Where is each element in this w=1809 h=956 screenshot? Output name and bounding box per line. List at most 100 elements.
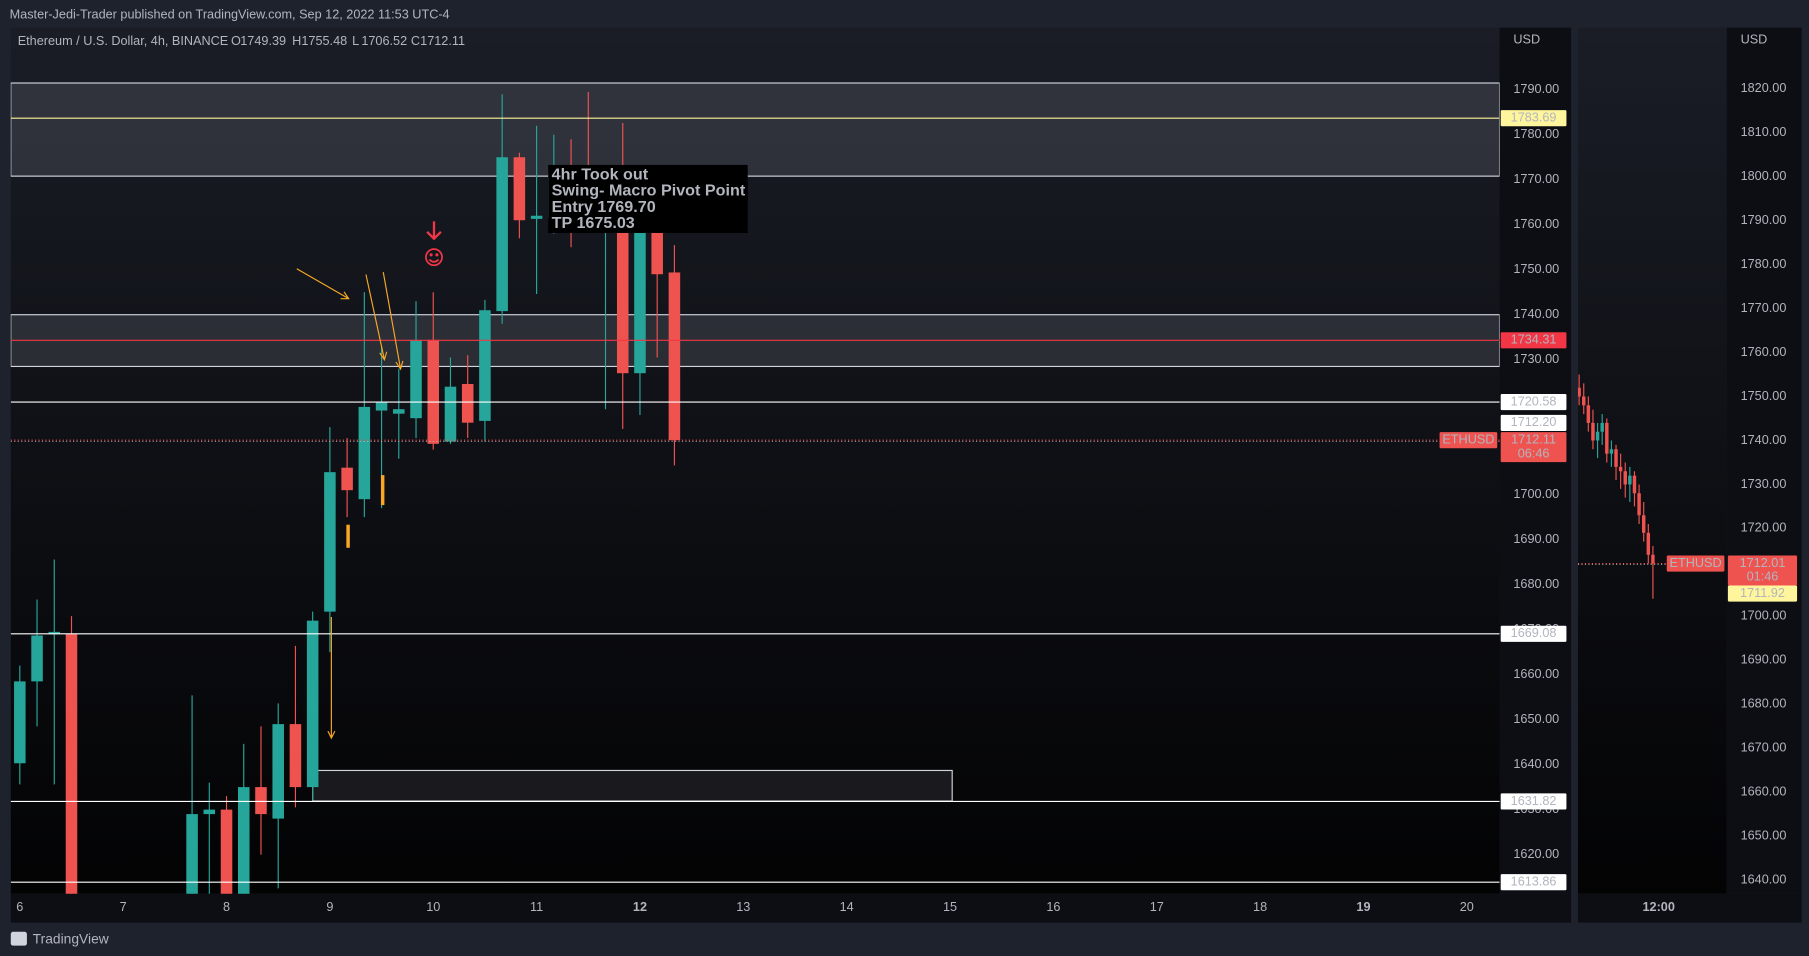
candle-body <box>186 814 198 894</box>
level-label-box <box>1727 585 1798 602</box>
x-tick-label: 8 <box>223 900 230 914</box>
countdown-label: 06:46 <box>1518 446 1550 460</box>
y-tick-label: 1740.00 <box>1513 307 1559 321</box>
countdown-label: 01:46 <box>1747 570 1779 584</box>
candle-body <box>14 681 26 764</box>
level-label-box <box>1500 110 1567 127</box>
y-tick-label: 1760.00 <box>1513 217 1559 231</box>
candle-body <box>48 631 61 635</box>
level-label-box <box>1500 874 1567 891</box>
level-label: 1613.86 <box>1511 875 1557 889</box>
candle-body <box>1623 471 1627 485</box>
candle-body <box>255 787 267 815</box>
candle-body <box>237 787 250 894</box>
x-tick-label: 7 <box>120 900 127 914</box>
y-tick-label: 1750.00 <box>1741 389 1787 403</box>
red-arrow <box>426 221 442 241</box>
candle-body <box>289 724 302 788</box>
x-tick-label: 10 <box>426 900 440 914</box>
side-pane <box>1577 27 1727 894</box>
annotation-line: Swing- Macro Pivot Point <box>552 182 746 200</box>
y-tick-label: 1700.00 <box>1513 487 1559 501</box>
level-label-box <box>1500 793 1567 810</box>
candle-body <box>203 809 216 815</box>
candle-body <box>410 339 422 419</box>
main-plot <box>10 82 1500 894</box>
y-tick-label: 1770.00 <box>1741 301 1787 315</box>
candle-body <box>1641 515 1646 533</box>
drawn-arrows <box>296 268 404 740</box>
annotation-box <box>548 164 748 233</box>
legend-key: H <box>292 34 301 48</box>
annotation-line: Entry 1769.70 <box>552 198 656 216</box>
last-price-box <box>1727 555 1798 586</box>
level-label: 1783.69 <box>1511 110 1557 124</box>
candle-body <box>31 635 43 682</box>
y-tick-label: 1720.00 <box>1741 521 1787 535</box>
x-tick-label: 11 <box>530 900 543 914</box>
candle-body <box>1609 449 1614 454</box>
candle-body <box>634 229 646 374</box>
candle-body <box>1605 422 1609 454</box>
y-tick-label: 1740.00 <box>1741 433 1787 447</box>
x-tick-label: 17 <box>1150 900 1164 914</box>
x-tick-label: 6 <box>16 900 23 914</box>
candle-body <box>1591 422 1595 441</box>
level-label: 1711.92 <box>1740 586 1785 600</box>
x-tick-label: 16 <box>1046 900 1060 914</box>
candle-body <box>1582 396 1586 406</box>
y-tick-label: 1820.00 <box>1741 81 1787 95</box>
y-tick-label: 1780.00 <box>1741 257 1787 271</box>
candle-body <box>530 215 543 219</box>
candle-body <box>1577 387 1581 397</box>
symbol-tag-label: ETHUSD <box>1670 556 1722 570</box>
candle-body <box>1637 493 1641 516</box>
candle-body <box>1628 475 1632 485</box>
level-label: 1631.82 <box>1511 794 1557 808</box>
currency-label: USD <box>1513 33 1540 47</box>
candle-body <box>393 409 405 414</box>
y-tick-label: 1810.00 <box>1741 125 1787 139</box>
level-label-box <box>1500 414 1567 431</box>
main-time-axis <box>10 893 1572 923</box>
candle-body <box>461 383 474 423</box>
side-plot <box>1577 374 1727 599</box>
y-tick-label: 1790.00 <box>1513 82 1559 96</box>
y-tick-label: 1670.00 <box>1741 741 1787 755</box>
currency-label: USD <box>1741 33 1768 47</box>
level-label-box <box>1500 394 1567 411</box>
x-tick-label: 19 <box>1356 900 1370 914</box>
y-tick-label: 1730.00 <box>1513 352 1559 366</box>
y-tick-label: 1640.00 <box>1513 757 1559 771</box>
x-tick-label: 14 <box>840 900 854 914</box>
logo-icon <box>10 931 27 946</box>
y-tick-label: 1660.00 <box>1741 785 1787 799</box>
legend-value: 1755.48 <box>301 34 347 48</box>
legend-key: C <box>411 34 420 48</box>
y-tick-label: 1790.00 <box>1741 213 1787 227</box>
candle-body <box>496 157 508 312</box>
y-tick-label: 1690.00 <box>1513 532 1559 546</box>
level-label: 1712.20 <box>1511 415 1557 429</box>
candle-body <box>479 310 491 421</box>
candle-body <box>358 406 371 500</box>
candle-body <box>65 634 78 894</box>
candle-body <box>616 193 629 374</box>
indicator-mark <box>346 524 350 548</box>
candle-body <box>272 724 284 819</box>
side-price-axis <box>1726 27 1802 894</box>
candle-body <box>375 401 388 411</box>
footer-logo: TradingView <box>33 931 110 947</box>
overlay: USD1620.001630.001640.001650.001660.0016… <box>16 33 1798 914</box>
candle-body <box>668 272 681 441</box>
candle-body <box>1586 405 1591 423</box>
symbol-tag <box>1439 432 1498 449</box>
x-tick-label: 9 <box>326 900 333 914</box>
y-tick-label: 1770.00 <box>1513 172 1559 186</box>
candle-body <box>444 386 457 442</box>
symbol-tag <box>1666 555 1725 572</box>
drawn-box <box>312 769 953 802</box>
legend-value: 1712.11 <box>420 34 465 48</box>
y-tick-label: 1750.00 <box>1513 262 1559 276</box>
